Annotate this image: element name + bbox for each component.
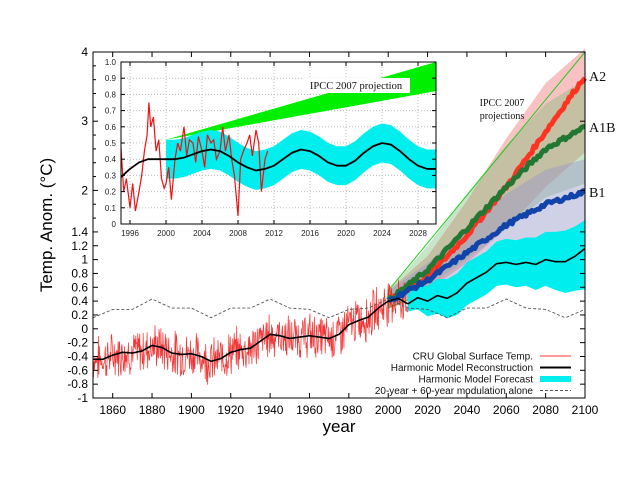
x-tick-label: 1980	[335, 403, 362, 417]
x-tick-label: 1940	[257, 403, 284, 417]
main-lines	[92, 76, 587, 385]
inset-x-tick-label: 2012	[265, 229, 283, 238]
inset-y-tick-label: 0.9	[105, 74, 117, 83]
inset-chart: 1996 2000 2004 2008 2012 2016 2020 2024 2028 0 0.…	[105, 58, 437, 238]
x-axis-title: year	[322, 417, 355, 436]
inset-y-tick-label: 0.7	[105, 107, 117, 116]
inset-y-tick-label: 0.6	[105, 123, 117, 132]
y-tick-label: -0.8	[67, 377, 88, 391]
annotation-ipcc-projections-line2: projections	[480, 111, 525, 122]
line-ipcc-a1b	[386, 124, 586, 302]
annotation-ipcc-projections-line1: IPCC 2007	[480, 98, 525, 109]
y-tick-label: -0.4	[67, 349, 88, 363]
main-bands	[387, 48, 586, 319]
inset-x-tick-label: 1996	[121, 229, 139, 238]
inset-x-tick-label: 2016	[301, 229, 319, 238]
inset-observed-line	[120, 102, 269, 216]
band-ipcc-a2	[388, 48, 585, 309]
y-tick-label: 0	[81, 322, 88, 336]
scenario-label-a2: A2	[589, 70, 606, 85]
inset-annotation-box	[302, 78, 410, 93]
legend-label: Harmonic Model Forecast	[419, 375, 534, 386]
modulation-dashed-line	[92, 298, 586, 319]
inset-y-tick-label: 0.4	[105, 155, 117, 164]
x-tick-label: 2020	[414, 403, 441, 417]
legend-label: Harmonic Model Reconstruction	[391, 363, 533, 374]
scenario-label-b1: B1	[589, 186, 605, 201]
inset-x-tick-label: 2024	[373, 229, 391, 238]
inset-x-tick-label: 2000	[157, 229, 175, 238]
inset-x-tick-label: 2020	[337, 229, 355, 238]
y-tick-label: 1.4	[71, 225, 88, 239]
x-tick-label: 2100	[572, 403, 599, 417]
legend-label: 20-year + 60-year modulation alone	[375, 386, 534, 397]
x-tick-label: 1860	[99, 403, 126, 417]
inset-y-tick-label: 0.5	[105, 139, 117, 148]
x-tick-label: 1880	[139, 403, 166, 417]
inset-y-tick-label: 0	[112, 220, 117, 229]
band-ipcc-a1b	[388, 79, 585, 309]
inset-annotation: IPCC 2007 projection	[310, 81, 403, 92]
y-tick-label: -1	[77, 391, 88, 405]
inset-x-tick-label: 2004	[193, 229, 211, 238]
main-x-ticks: 1860 1880 1900 1920 1940 1960 1980 2000 2020 2040…	[99, 52, 599, 417]
forecast-line	[407, 247, 586, 305]
y-tick-label: 1	[81, 253, 88, 267]
inset-model-line	[120, 142, 436, 178]
y-tick-label: 2	[81, 183, 88, 197]
y-tick-label: 4	[81, 45, 88, 59]
x-tick-label: 2060	[493, 403, 520, 417]
y-tick-label: -0.2	[67, 336, 88, 350]
y-tick-label: 1.2	[71, 239, 88, 253]
inset-y-tick-label: 1.0	[105, 58, 117, 67]
x-tick-label: 1920	[217, 403, 244, 417]
y-tick-label: 0.8	[71, 266, 88, 280]
y-tick-label: 0.6	[71, 280, 88, 294]
inset-x-tick-label: 2028	[409, 229, 427, 238]
line-ipcc-b1	[387, 188, 586, 303]
x-tick-label: 1900	[178, 403, 205, 417]
inset-x-ticks: 1996 2000 2004 2008 2012 2016 2020 2024 2028	[121, 62, 427, 238]
x-tick-label: 2080	[532, 403, 559, 417]
main-plot-frame	[92, 51, 586, 399]
inset-y-tick-label: 0.3	[105, 171, 117, 180]
x-tick-label: 2000	[375, 403, 402, 417]
legend-label: CRU Global Surface Temp.	[413, 352, 533, 363]
x-tick-label: 2040	[454, 403, 481, 417]
y-tick-label: 0.4	[71, 294, 88, 308]
inset-y-tick-label: 0.8	[105, 90, 117, 99]
y-tick-label: 3	[81, 114, 88, 128]
y-axis-title: Temp. Anom. (°C)	[37, 158, 56, 292]
inset-y-tick-label: 0.2	[105, 188, 117, 197]
legend: CRU Global Surface Temp.Harmonic Model R…	[375, 352, 571, 397]
forecast-band	[407, 220, 585, 319]
scenario-label-a1b: A1B	[589, 121, 615, 136]
x-tick-label: 1960	[296, 403, 323, 417]
main-y-ticks: -1-0.8-0.6-0.4-0.200.20.40.60.811.21.423…	[67, 45, 585, 405]
inset-y-tick-label: 0.1	[105, 204, 117, 213]
y-tick-label: 0.2	[71, 308, 88, 322]
legend-swatch	[540, 376, 571, 382]
y-tick-label: -0.6	[67, 363, 88, 377]
reconstruction-line	[93, 297, 409, 363]
inset-y-ticks: 0 0.1 0.2 0.3 0.4 0.5 0.6 0.7 0.8 0.9 1.0	[105, 58, 436, 229]
inset-x-tick-label: 2008	[229, 229, 247, 238]
cru-observed-line	[92, 279, 409, 385]
